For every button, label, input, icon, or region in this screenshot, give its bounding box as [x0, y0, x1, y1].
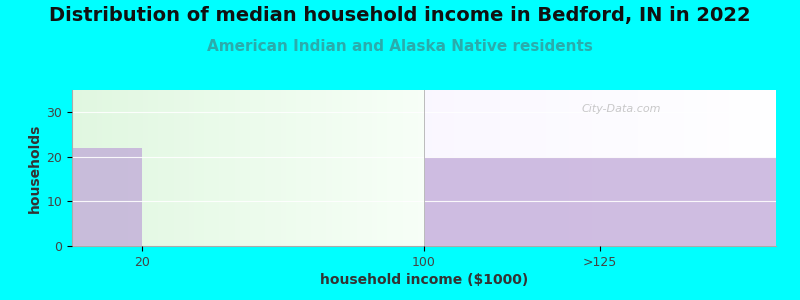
Y-axis label: households: households: [28, 123, 42, 213]
Text: Distribution of median household income in Bedford, IN in 2022: Distribution of median household income …: [49, 6, 751, 25]
Text: City-Data.com: City-Data.com: [582, 104, 661, 114]
Text: American Indian and Alaska Native residents: American Indian and Alaska Native reside…: [207, 39, 593, 54]
X-axis label: household income ($1000): household income ($1000): [320, 273, 528, 287]
Bar: [424, 157, 776, 246]
Bar: [72, 148, 142, 246]
